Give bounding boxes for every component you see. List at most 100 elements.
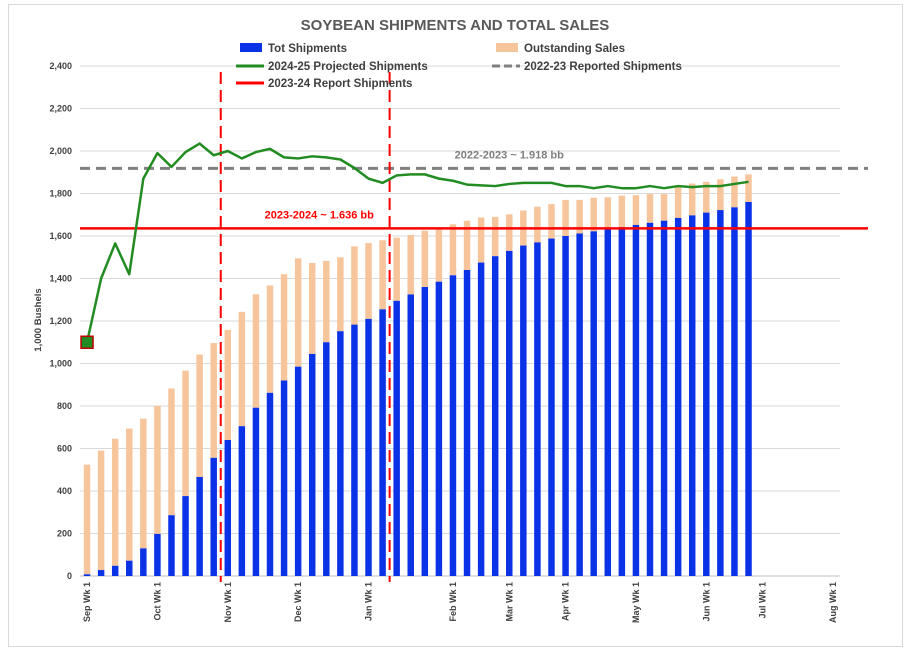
outstanding-sales-bar [660, 194, 668, 221]
y-tick-label: 1,600 [49, 231, 72, 241]
outstanding-sales-bar [562, 199, 569, 236]
y-tick-label: 2,000 [49, 146, 72, 156]
outstanding-sales-bar [745, 174, 752, 202]
legend-label: 2024-25 Projected Shipments [268, 61, 428, 73]
x-tick-label: Oct Wk 1 [152, 582, 162, 621]
shipments-bar [534, 242, 541, 576]
outstanding-sales-bar [618, 195, 626, 228]
shipments-bar [294, 366, 302, 576]
outstanding-sales-bar [604, 197, 612, 230]
outstanding-sales-bar [421, 230, 429, 287]
y-tick-label: 1,200 [49, 316, 72, 326]
legend-swatch [240, 43, 262, 52]
shipments-bar [210, 457, 217, 576]
x-tick-label: May Wk 1 [631, 582, 641, 623]
shipments-bar [407, 294, 414, 576]
outstanding-sales-bar [266, 285, 274, 393]
x-tick-label: Mar Wk 1 [504, 582, 514, 622]
shipments-bar [660, 220, 668, 576]
shipments-bar [323, 342, 330, 576]
shipments-bar [111, 565, 119, 576]
outstanding-sales-bar [477, 217, 485, 263]
outstanding-sales-bar [182, 370, 189, 497]
legend: Tot Shipments Outstanding Sales 2024-25 Pr… [236, 43, 682, 90]
outstanding-sales-bar [337, 257, 344, 332]
y-tick-label: 1,800 [49, 189, 72, 199]
legend-label: Tot Shipments [268, 43, 347, 55]
grid-lines [80, 65, 840, 577]
outstanding-sales-bar [548, 204, 555, 239]
shipments-bar [435, 281, 443, 576]
outstanding-sales-bar [449, 224, 457, 276]
x-tick-label: Nov Wk 1 [223, 582, 233, 623]
shipments-bar [337, 331, 344, 576]
outstanding-sales-bar [351, 246, 358, 325]
shipments-bar [351, 324, 358, 576]
y-tick-label: 2,200 [49, 104, 72, 114]
x-tick-label: Apr Wk 1 [561, 582, 571, 621]
y-tick-label: 400 [57, 486, 72, 496]
shipments-bar [280, 380, 288, 576]
chart-title: SOYBEAN SHIPMENTS AND TOTAL SALES [301, 17, 610, 34]
outstanding-sales-bar [731, 176, 738, 208]
outstanding-sales-bar [140, 418, 147, 549]
outstanding-sales-bar [238, 311, 246, 427]
shipments-bar [576, 233, 583, 576]
shipments-bar [463, 270, 471, 576]
outstanding-sales-bar [379, 240, 386, 310]
shipments-bar [83, 574, 91, 576]
outstanding-sales-bar [491, 216, 499, 257]
legend-label: 2023-24 Report Shipments [268, 78, 412, 90]
outstanding-sales-bar [674, 187, 682, 218]
shipments-bar [477, 262, 485, 576]
outstanding-sales-bar [717, 179, 724, 211]
shipments-bar [618, 227, 626, 576]
x-tick-label: Aug Wk 1 [828, 582, 838, 623]
outstanding-sales-bar [224, 329, 232, 440]
shipments-bar [238, 426, 246, 576]
shipments-bar [393, 300, 400, 576]
shipments-bar [308, 353, 316, 576]
shipments-bar [731, 207, 738, 576]
outstanding-sales-bar [365, 243, 372, 319]
reference-lines [80, 72, 868, 582]
shipments-bar [703, 212, 710, 576]
x-tick-label: Sep Wk 1 [82, 582, 92, 622]
outstanding-sales-bar [534, 206, 541, 243]
y-tick-label: 2,400 [49, 61, 72, 71]
x-tick-label: Feb Wk 1 [448, 582, 458, 622]
legend-swatch [496, 43, 518, 52]
outstanding-sales-bar [308, 262, 316, 354]
y-tick-label: 200 [57, 529, 72, 539]
shipments-bar [224, 440, 232, 576]
annotation-label: 2023-2024 ~ 1.636 bb [265, 209, 374, 221]
x-tick-label: Jun Wk 1 [701, 582, 711, 622]
shipments-bar [590, 231, 597, 576]
outstanding-sales-bar [210, 343, 217, 458]
shipments-bar [562, 236, 569, 576]
outstanding-sales-bar [83, 464, 91, 575]
shipments-bar [168, 515, 175, 576]
shipments-bar [182, 496, 189, 576]
shipments-bar [140, 548, 147, 576]
shipments-bar [449, 275, 457, 576]
outstanding-sales-bar [168, 388, 175, 516]
legend-label: 2022-23 Reported Shipments [524, 61, 682, 73]
shipments-bar [548, 238, 555, 577]
outstanding-sales-bar [506, 214, 513, 251]
shipments-bar [154, 533, 161, 576]
shipments-bar [421, 287, 429, 576]
outstanding-sales-bar [323, 260, 330, 343]
outstanding-sales-bar [703, 181, 710, 213]
shipments-bar [688, 215, 696, 576]
shipments-bar [745, 202, 752, 576]
outstanding-sales-bar [590, 197, 597, 232]
shipments-bar [506, 250, 513, 576]
x-axis: Sep Wk 1 Oct Wk 1 Nov Wk 1 Dec Wk 1 Jan Wk 1… [82, 582, 838, 623]
y-tick-label: 1,000 [49, 359, 72, 369]
y-tick-label: 1,400 [49, 274, 72, 284]
shipments-bar [646, 222, 654, 576]
outstanding-sales-bar [196, 354, 203, 477]
outstanding-sales-bar [393, 237, 400, 301]
bars [83, 174, 752, 577]
